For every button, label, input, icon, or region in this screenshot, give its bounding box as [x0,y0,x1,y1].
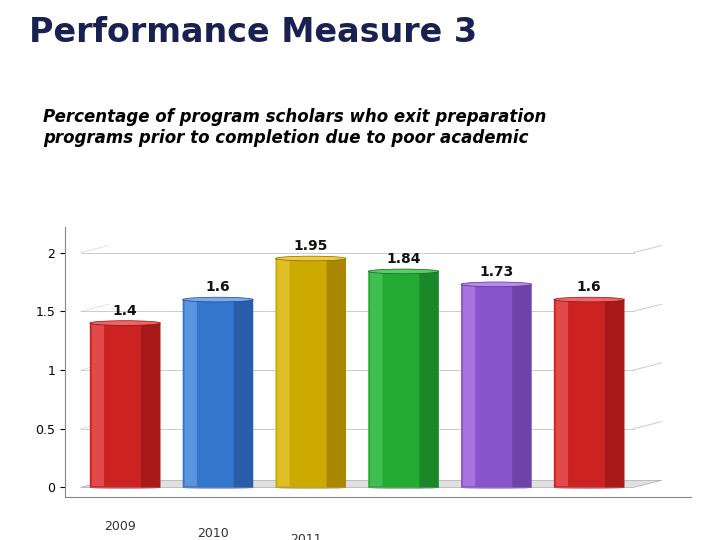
FancyBboxPatch shape [141,323,161,488]
FancyBboxPatch shape [276,259,346,488]
FancyBboxPatch shape [327,259,346,488]
Text: 2010: 2010 [197,526,229,540]
Text: 1.6: 1.6 [206,280,230,294]
FancyBboxPatch shape [370,272,382,486]
FancyBboxPatch shape [512,285,531,488]
FancyBboxPatch shape [461,285,531,488]
FancyBboxPatch shape [184,300,197,486]
FancyBboxPatch shape [183,300,253,488]
FancyBboxPatch shape [463,285,475,486]
Ellipse shape [461,486,531,489]
FancyBboxPatch shape [277,259,289,486]
Ellipse shape [276,256,346,261]
Text: Percentage of program scholars who exit preparation
programs prior to completion: Percentage of program scholars who exit … [43,108,546,147]
Text: 2011: 2011 [290,533,322,540]
Text: 2009: 2009 [104,520,136,534]
Ellipse shape [368,486,438,489]
FancyBboxPatch shape [419,272,438,488]
FancyBboxPatch shape [368,272,438,488]
Ellipse shape [554,486,624,489]
Polygon shape [81,481,662,488]
FancyBboxPatch shape [605,300,624,488]
Text: Performance Measure 3: Performance Measure 3 [29,16,477,49]
Ellipse shape [183,486,253,489]
Text: 1.6: 1.6 [577,280,601,294]
Ellipse shape [554,297,624,302]
FancyBboxPatch shape [234,300,253,488]
Text: 1.4: 1.4 [113,304,138,318]
FancyBboxPatch shape [90,323,161,488]
Text: 1.73: 1.73 [480,265,513,279]
Ellipse shape [276,486,346,489]
Ellipse shape [183,297,253,302]
Ellipse shape [90,321,161,326]
Ellipse shape [461,282,531,287]
Ellipse shape [368,269,438,274]
FancyBboxPatch shape [556,300,568,486]
FancyBboxPatch shape [554,300,624,488]
Text: 1.95: 1.95 [294,239,328,253]
Ellipse shape [90,486,161,489]
Text: 9: 9 [9,82,18,95]
Text: 1.84: 1.84 [386,252,420,266]
FancyBboxPatch shape [91,323,104,486]
